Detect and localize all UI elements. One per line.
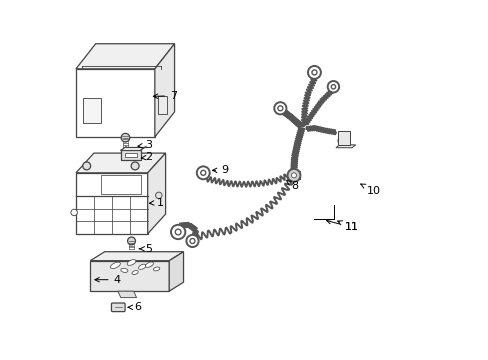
- Circle shape: [186, 235, 198, 247]
- Ellipse shape: [121, 268, 128, 273]
- Circle shape: [277, 106, 282, 111]
- Polygon shape: [169, 252, 183, 291]
- Ellipse shape: [153, 267, 160, 271]
- Text: 10: 10: [360, 184, 380, 196]
- Ellipse shape: [110, 262, 120, 269]
- Bar: [337, 131, 349, 145]
- Circle shape: [307, 66, 320, 79]
- Polygon shape: [121, 150, 140, 160]
- Polygon shape: [76, 153, 165, 173]
- Text: 1: 1: [149, 198, 163, 208]
- Bar: [124, 153, 136, 157]
- Polygon shape: [147, 153, 165, 234]
- FancyBboxPatch shape: [111, 303, 125, 312]
- Circle shape: [291, 173, 296, 178]
- Ellipse shape: [145, 262, 153, 267]
- Circle shape: [175, 229, 181, 235]
- Text: 7: 7: [153, 91, 177, 101]
- Ellipse shape: [127, 260, 136, 265]
- Polygon shape: [155, 44, 174, 137]
- Text: 3: 3: [138, 140, 151, 150]
- Circle shape: [287, 169, 300, 182]
- Polygon shape: [90, 261, 169, 291]
- Polygon shape: [118, 291, 136, 298]
- Polygon shape: [90, 252, 183, 261]
- Text: 8: 8: [285, 180, 298, 191]
- Bar: [83, 98, 101, 123]
- Polygon shape: [76, 69, 155, 137]
- Polygon shape: [76, 44, 174, 69]
- Circle shape: [171, 225, 185, 239]
- Bar: [158, 96, 167, 114]
- Circle shape: [127, 237, 135, 245]
- Circle shape: [327, 81, 339, 93]
- Text: 2: 2: [141, 152, 152, 162]
- Circle shape: [121, 134, 129, 142]
- Circle shape: [330, 85, 335, 89]
- Circle shape: [311, 70, 316, 75]
- Circle shape: [201, 170, 205, 175]
- Circle shape: [196, 166, 209, 179]
- Text: 4: 4: [95, 275, 121, 285]
- Circle shape: [131, 162, 139, 170]
- Ellipse shape: [138, 264, 146, 269]
- Text: 11: 11: [337, 221, 358, 232]
- Circle shape: [338, 135, 349, 146]
- Circle shape: [155, 192, 162, 199]
- Circle shape: [190, 238, 195, 243]
- Text: 11: 11: [326, 220, 358, 232]
- Circle shape: [71, 209, 77, 216]
- Polygon shape: [335, 145, 355, 148]
- Circle shape: [274, 102, 286, 114]
- Text: 5: 5: [139, 244, 151, 254]
- Text: 6: 6: [128, 302, 141, 312]
- Bar: [101, 175, 140, 194]
- Circle shape: [341, 138, 346, 143]
- Text: 9: 9: [212, 165, 228, 175]
- Circle shape: [82, 162, 90, 170]
- Ellipse shape: [132, 270, 138, 275]
- Bar: [76, 173, 147, 234]
